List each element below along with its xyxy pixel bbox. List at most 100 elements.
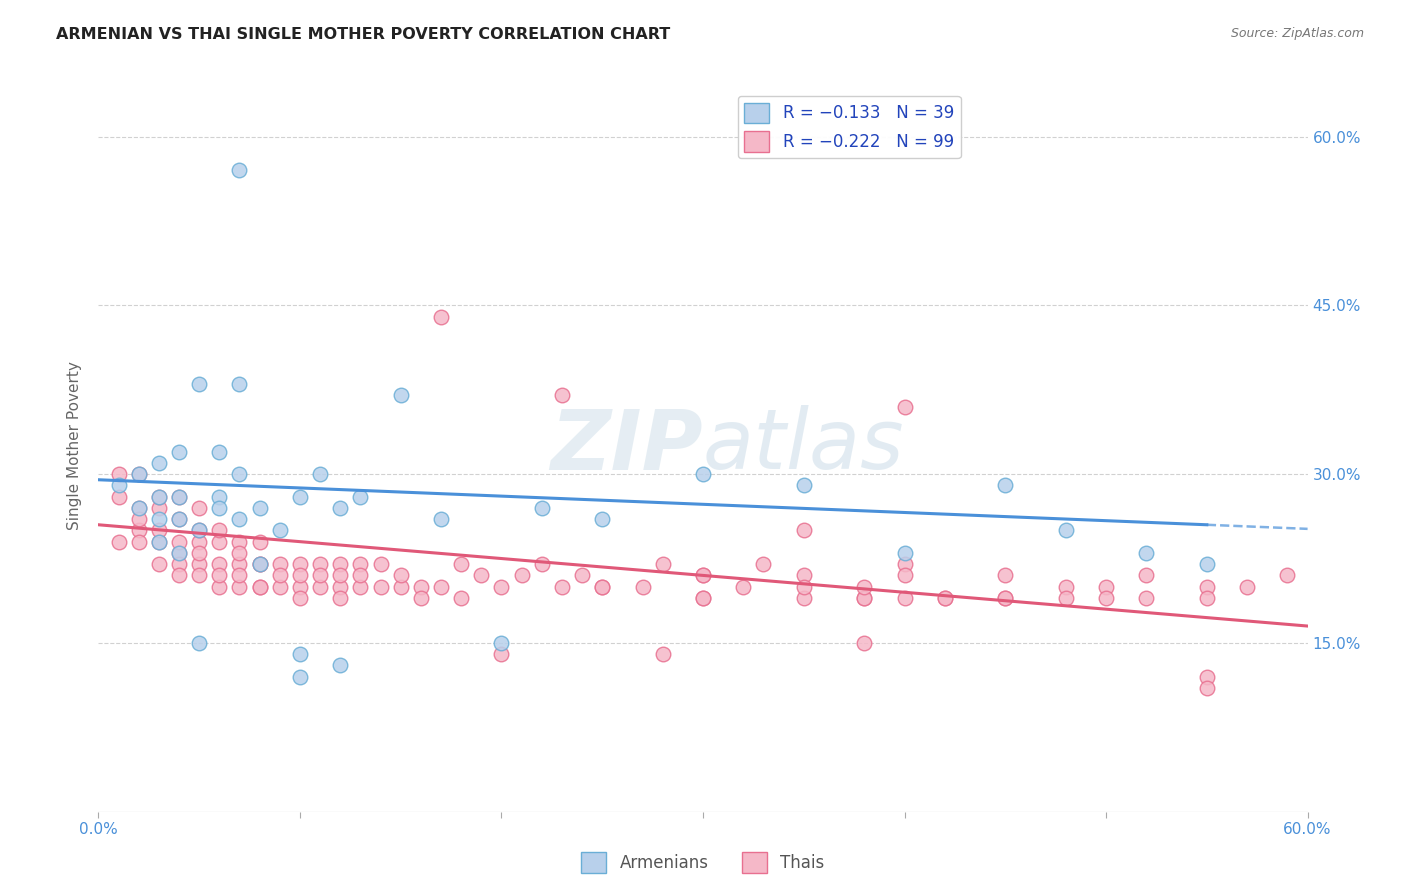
Point bbox=[167, 490, 190, 504]
Legend: Armenians, Thais: Armenians, Thais bbox=[575, 846, 831, 880]
Point bbox=[1095, 580, 1118, 594]
Point bbox=[994, 478, 1017, 492]
Point bbox=[188, 524, 211, 538]
Point bbox=[752, 557, 775, 571]
Point bbox=[893, 568, 915, 582]
Point bbox=[269, 557, 291, 571]
Point bbox=[1277, 568, 1299, 582]
Point bbox=[167, 444, 190, 458]
Point bbox=[167, 557, 190, 571]
Point bbox=[1135, 546, 1157, 560]
Point bbox=[288, 670, 311, 684]
Point bbox=[329, 568, 352, 582]
Point bbox=[651, 647, 673, 661]
Point bbox=[128, 524, 150, 538]
Point bbox=[491, 636, 513, 650]
Point bbox=[188, 568, 211, 582]
Point bbox=[591, 580, 613, 594]
Point bbox=[329, 591, 352, 605]
Point bbox=[853, 591, 876, 605]
Point bbox=[167, 568, 190, 582]
Point bbox=[107, 490, 129, 504]
Point bbox=[249, 580, 271, 594]
Point bbox=[329, 658, 352, 673]
Point bbox=[893, 557, 915, 571]
Point bbox=[430, 512, 453, 526]
Point bbox=[409, 591, 432, 605]
Point bbox=[651, 557, 673, 571]
Point bbox=[450, 591, 472, 605]
Text: Source: ZipAtlas.com: Source: ZipAtlas.com bbox=[1230, 27, 1364, 40]
Point bbox=[128, 500, 150, 515]
Point bbox=[309, 580, 332, 594]
Point bbox=[228, 512, 250, 526]
Point bbox=[329, 557, 352, 571]
Point bbox=[167, 546, 190, 560]
Point bbox=[389, 568, 412, 582]
Point bbox=[1054, 591, 1077, 605]
Point bbox=[370, 557, 392, 571]
Point bbox=[793, 591, 815, 605]
Point bbox=[208, 524, 231, 538]
Point bbox=[510, 568, 533, 582]
Point bbox=[1135, 568, 1157, 582]
Point bbox=[591, 512, 613, 526]
Point bbox=[409, 580, 432, 594]
Point bbox=[329, 580, 352, 594]
Point bbox=[269, 568, 291, 582]
Point bbox=[148, 534, 170, 549]
Point bbox=[389, 580, 412, 594]
Point bbox=[571, 568, 593, 582]
Point bbox=[269, 580, 291, 594]
Point bbox=[128, 467, 150, 482]
Point bbox=[692, 568, 714, 582]
Point bbox=[1236, 580, 1258, 594]
Point bbox=[309, 467, 332, 482]
Point bbox=[188, 377, 211, 392]
Point bbox=[188, 557, 211, 571]
Point bbox=[1135, 591, 1157, 605]
Point bbox=[692, 568, 714, 582]
Point bbox=[309, 568, 332, 582]
Point bbox=[249, 580, 271, 594]
Point bbox=[530, 557, 553, 571]
Point bbox=[450, 557, 472, 571]
Point bbox=[430, 580, 453, 594]
Y-axis label: Single Mother Poverty: Single Mother Poverty bbox=[67, 361, 83, 531]
Point bbox=[692, 467, 714, 482]
Point bbox=[228, 580, 250, 594]
Point bbox=[288, 591, 311, 605]
Point bbox=[148, 500, 170, 515]
Point bbox=[793, 568, 815, 582]
Text: ARMENIAN VS THAI SINGLE MOTHER POVERTY CORRELATION CHART: ARMENIAN VS THAI SINGLE MOTHER POVERTY C… bbox=[56, 27, 671, 42]
Point bbox=[1195, 681, 1218, 695]
Point bbox=[329, 500, 352, 515]
Point bbox=[288, 490, 311, 504]
Point bbox=[167, 546, 190, 560]
Point bbox=[167, 512, 190, 526]
Point bbox=[288, 568, 311, 582]
Point bbox=[148, 490, 170, 504]
Point bbox=[994, 591, 1017, 605]
Point bbox=[107, 478, 129, 492]
Point bbox=[853, 591, 876, 605]
Point bbox=[470, 568, 492, 582]
Point bbox=[733, 580, 755, 594]
Point bbox=[208, 568, 231, 582]
Point bbox=[692, 591, 714, 605]
Point bbox=[853, 636, 876, 650]
Point bbox=[188, 524, 211, 538]
Point bbox=[228, 534, 250, 549]
Point bbox=[188, 546, 211, 560]
Point bbox=[893, 400, 915, 414]
Point bbox=[288, 647, 311, 661]
Point bbox=[128, 467, 150, 482]
Point bbox=[1195, 670, 1218, 684]
Point bbox=[1195, 591, 1218, 605]
Point bbox=[591, 580, 613, 594]
Point bbox=[1054, 524, 1077, 538]
Point bbox=[288, 580, 311, 594]
Point bbox=[793, 524, 815, 538]
Point bbox=[309, 557, 332, 571]
Point bbox=[249, 557, 271, 571]
